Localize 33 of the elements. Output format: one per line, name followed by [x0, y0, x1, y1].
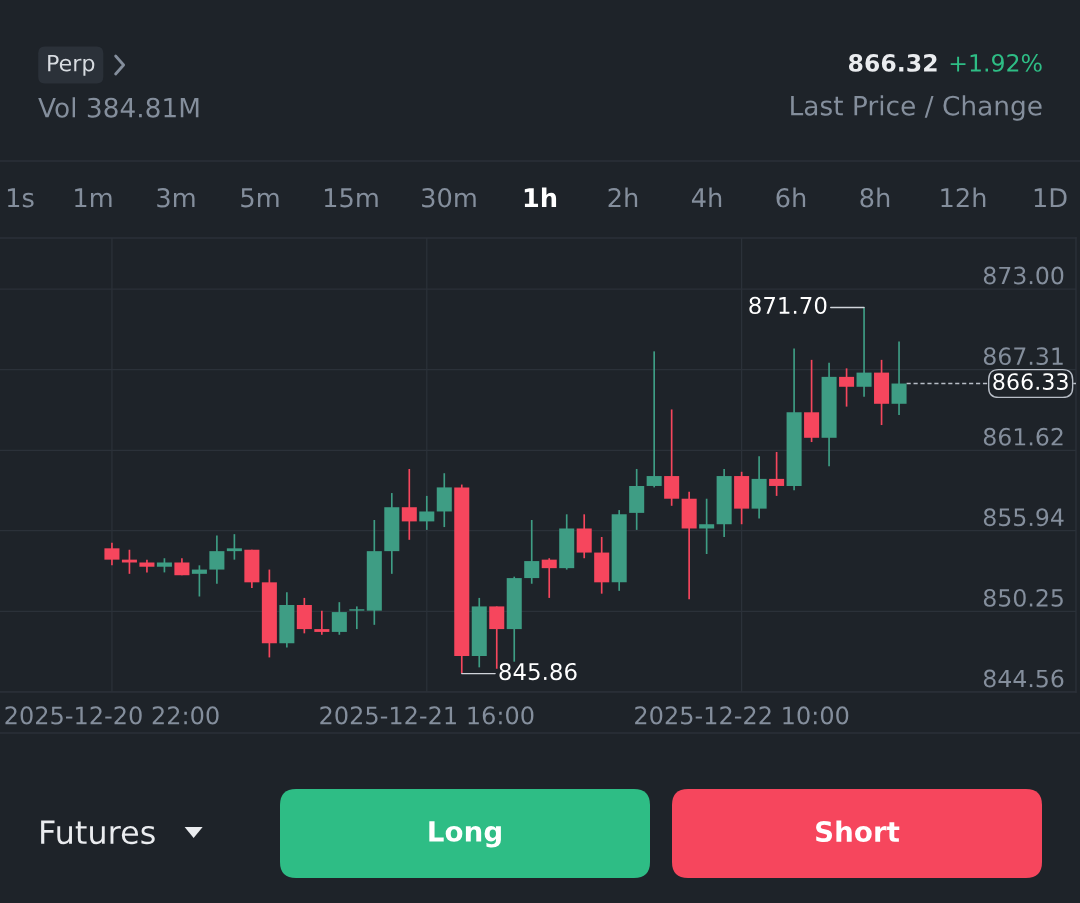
text: 8h — [860, 187, 890, 208]
x-tick-label: 2025-12-22 10:00 — [635, 706, 849, 725]
text: 866.32 — [848, 53, 937, 72]
y-tick-label: 850.25 — [983, 588, 1063, 607]
text: +1.92% — [950, 53, 1042, 72]
text: Short — [816, 820, 900, 843]
text: 5m — [241, 188, 279, 208]
annotation: 845.86 — [499, 662, 577, 681]
text: 2h — [608, 187, 638, 208]
text: 3m — [157, 188, 195, 208]
text: 1m — [75, 188, 112, 208]
text: Last Price / Change — [791, 95, 1042, 121]
text: 6h — [776, 187, 806, 208]
y-tick-label: 855.94 — [983, 508, 1064, 527]
chart-subtitle: Vol 384.81M — [38, 97, 199, 118]
text: Futures — [41, 820, 155, 845]
text: Perp — [48, 54, 95, 76]
text: 12h — [941, 187, 986, 208]
text: 4h — [691, 187, 722, 208]
text: 1h — [524, 187, 557, 208]
text: 30m — [422, 188, 476, 208]
text: Long — [429, 821, 501, 848]
x-tick-label: 2025-12-21 16:00 — [320, 706, 534, 725]
text: 1D — [1034, 188, 1067, 208]
y-tick-label: 867.31 — [983, 347, 1063, 366]
x-tick-label: 2025-12-20 22:00 — [5, 706, 219, 725]
annotation: 871.70 — [749, 296, 827, 315]
text: 15m — [324, 188, 378, 208]
text: 1s — [7, 188, 34, 208]
y-tick-label: 861.62 — [983, 427, 1063, 446]
y-tick-label: 844.56 — [983, 669, 1064, 688]
y-tick-label: 873.00 — [983, 266, 1064, 285]
ref-line-label: 866.33 — [993, 373, 1068, 390]
